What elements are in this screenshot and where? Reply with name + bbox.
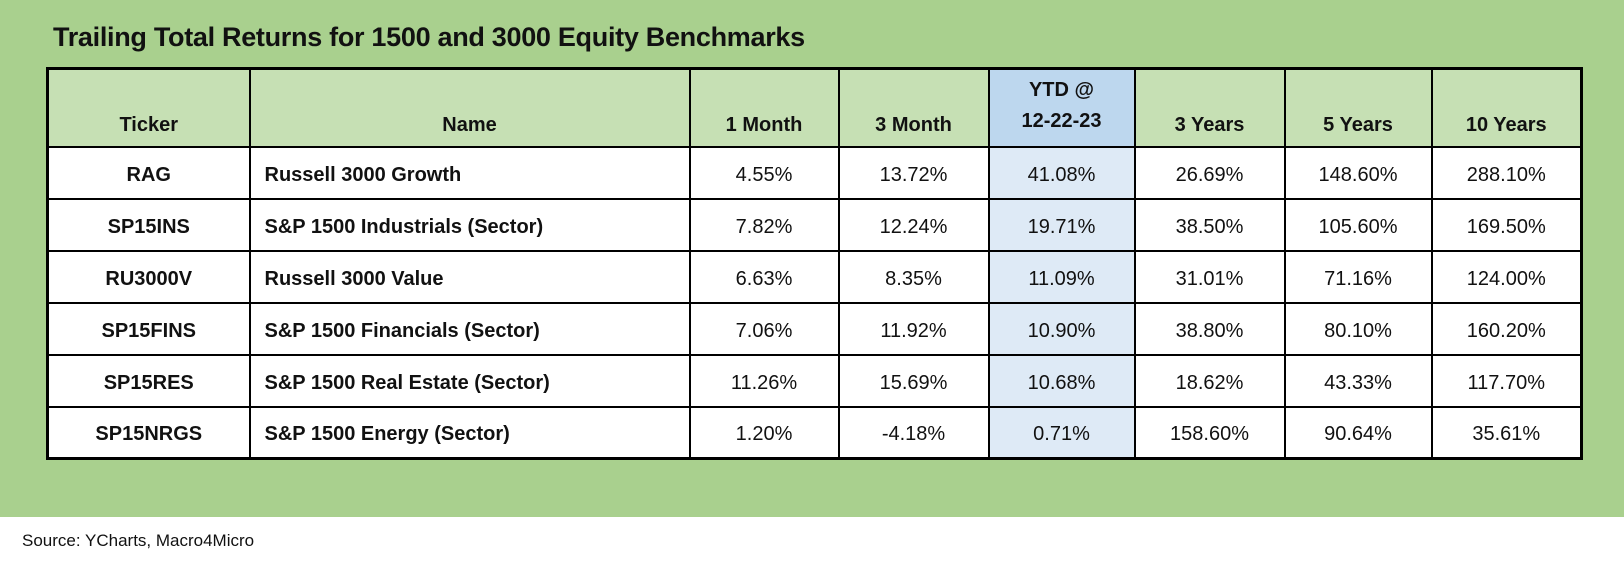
source-attribution: Source: YCharts, Macro4Micro [22, 530, 255, 550]
value-cell-10-years: 288.10% [1430, 145, 1583, 200]
ticker-cell: RU3000V [46, 249, 251, 304]
value-cell-5-years: 71.16% [1283, 249, 1433, 304]
ticker-cell: SP15RES [46, 353, 251, 408]
value-cell-ytd: 41.08% [987, 145, 1136, 200]
value-cell-1-month: 4.55% [688, 145, 840, 200]
value-cell-1-month: 1.20% [688, 405, 840, 460]
value-cell-5-years: 90.64% [1283, 405, 1433, 460]
value-cell-ytd: 19.71% [987, 197, 1136, 252]
col-header-ticker: Ticker [46, 67, 251, 148]
value-cell-10-years: 169.50% [1430, 197, 1583, 252]
col-header-3-month: 3 Month [837, 67, 990, 148]
footer-strip: Source: YCharts, Macro4Micro [0, 517, 1624, 564]
value-cell-3-years: 18.62% [1133, 353, 1286, 408]
value-cell-5-years: 105.60% [1283, 197, 1433, 252]
value-cell-ytd: 0.71% [987, 405, 1136, 460]
value-cell-10-years: 124.00% [1430, 249, 1583, 304]
col-header-10-years: 10 Years [1430, 67, 1583, 148]
value-cell-ytd: 10.90% [987, 301, 1136, 356]
value-cell-3-month: 11.92% [837, 301, 990, 356]
ticker-cell: SP15FINS [46, 301, 251, 356]
table-row-sp15nrgs: SP15NRGS S&P 1500 Energy (Sector) 1.20% … [46, 405, 1583, 460]
value-cell-1-month: 6.63% [688, 249, 840, 304]
ticker-cell: SP15NRGS [46, 405, 251, 460]
value-cell-3-month: 12.24% [837, 197, 990, 252]
value-cell-10-years: 160.20% [1430, 301, 1583, 356]
name-cell: S&P 1500 Energy (Sector) [248, 405, 691, 460]
ytd-header-line1: YTD @ [1028, 78, 1095, 101]
col-header-name: Name [248, 67, 691, 148]
col-header-1-month: 1 Month [688, 67, 840, 148]
table-row-sp15res: SP15RES S&P 1500 Real Estate (Sector) 11… [46, 353, 1583, 408]
table-row-sp15fins: SP15FINS S&P 1500 Financials (Sector) 7.… [46, 301, 1583, 356]
value-cell-3-month: 8.35% [837, 249, 990, 304]
ytd-header-line2: 12-22-23 [1021, 109, 1102, 132]
value-cell-3-month: -4.18% [837, 405, 990, 460]
name-cell: S&P 1500 Real Estate (Sector) [248, 353, 691, 408]
value-cell-10-years: 117.70% [1430, 353, 1583, 408]
returns-table: Ticker Name 1 Month 3 Month YTD @ 12-22-… [46, 67, 1583, 460]
table-row-ru3000v: RU3000V Russell 3000 Value 6.63% 8.35% 1… [46, 249, 1583, 304]
value-cell-3-month: 15.69% [837, 353, 990, 408]
name-cell: Russell 3000 Growth [248, 145, 691, 200]
col-header-ytd: YTD @ 12-22-23 [987, 67, 1136, 148]
value-cell-1-month: 11.26% [688, 353, 840, 408]
table-row-rag: RAG Russell 3000 Growth 4.55% 13.72% 41.… [46, 145, 1583, 200]
name-cell: S&P 1500 Financials (Sector) [248, 301, 691, 356]
value-cell-3-years: 158.60% [1133, 405, 1286, 460]
value-cell-1-month: 7.06% [688, 301, 840, 356]
header-row: Ticker Name 1 Month 3 Month YTD @ 12-22-… [46, 67, 1583, 148]
value-cell-5-years: 80.10% [1283, 301, 1433, 356]
ticker-cell: SP15INS [46, 197, 251, 252]
ticker-cell: RAG [46, 145, 251, 200]
name-cell: Russell 3000 Value [248, 249, 691, 304]
page-title: Trailing Total Returns for 1500 and 3000… [53, 22, 805, 52]
table-row-sp15ins: SP15INS S&P 1500 Industrials (Sector) 7.… [46, 197, 1583, 252]
value-cell-3-years: 26.69% [1133, 145, 1286, 200]
name-cell: S&P 1500 Industrials (Sector) [248, 197, 691, 252]
value-cell-ytd: 10.68% [987, 353, 1136, 408]
value-cell-5-years: 43.33% [1283, 353, 1433, 408]
value-cell-3-years: 38.50% [1133, 197, 1286, 252]
col-header-5-years: 5 Years [1283, 67, 1433, 148]
value-cell-3-years: 31.01% [1133, 249, 1286, 304]
col-header-3-years: 3 Years [1133, 67, 1286, 148]
value-cell-3-month: 13.72% [837, 145, 990, 200]
value-cell-3-years: 38.80% [1133, 301, 1286, 356]
value-cell-1-month: 7.82% [688, 197, 840, 252]
value-cell-10-years: 35.61% [1430, 405, 1583, 460]
value-cell-ytd: 11.09% [987, 249, 1136, 304]
value-cell-5-years: 148.60% [1283, 145, 1433, 200]
